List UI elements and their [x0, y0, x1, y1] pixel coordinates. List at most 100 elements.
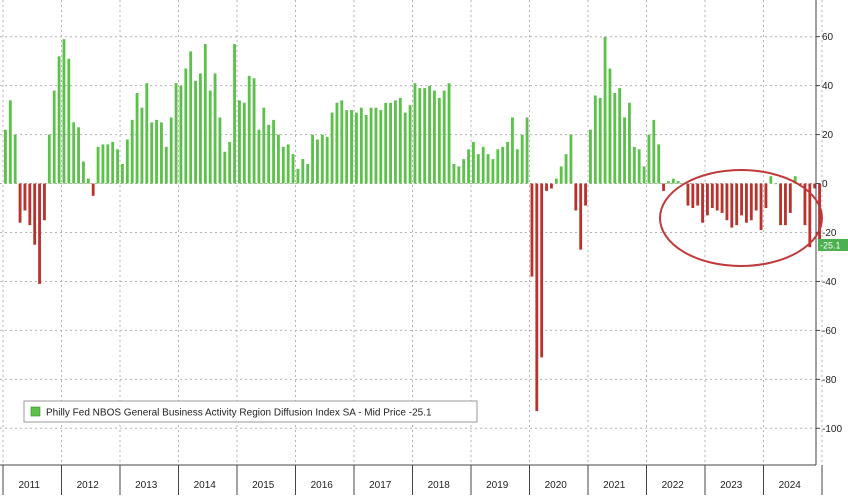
bar-positive	[145, 83, 149, 184]
bar-positive	[447, 83, 451, 184]
bar-negative	[701, 183, 704, 223]
bar-positive	[272, 119, 275, 184]
bar-positive	[277, 134, 280, 184]
bar-positive	[389, 102, 392, 184]
bar-positive	[291, 154, 295, 184]
bar-negative	[745, 183, 748, 223]
bar-positive	[77, 127, 80, 184]
x-tick-label: 2023	[720, 480, 743, 491]
bar-positive	[613, 93, 617, 184]
bar-negative	[788, 183, 792, 213]
bar-positive	[476, 154, 480, 184]
bar-positive	[13, 134, 17, 184]
bar-positive	[652, 119, 656, 184]
bar-negative	[574, 183, 578, 211]
bar-negative	[662, 183, 665, 191]
bar-positive	[174, 83, 178, 184]
bar-positive	[408, 105, 412, 184]
bar-positive	[374, 107, 378, 184]
bar-negative	[686, 183, 690, 206]
bar-positive	[472, 141, 475, 184]
bar-positive	[8, 100, 12, 184]
legend: Philly Fed NBOS General Business Activit…	[23, 400, 478, 423]
bar-positive	[116, 149, 119, 184]
bar-negative	[28, 183, 32, 226]
bar-positive	[262, 107, 266, 184]
y-tick-label: -20	[822, 228, 837, 239]
bar-positive	[618, 88, 622, 184]
bar-positive	[47, 134, 51, 184]
bar-positive	[394, 100, 397, 184]
bar-positive	[676, 181, 680, 184]
bar-positive	[359, 107, 363, 184]
bar-negative	[803, 183, 807, 226]
bar-positive	[140, 107, 144, 184]
x-tick-label: 2020	[545, 480, 568, 491]
bar-positive	[442, 90, 446, 184]
y-tick-label: -80	[822, 375, 837, 386]
bar-positive	[325, 137, 329, 184]
bar-positive	[72, 122, 76, 184]
bar-positive	[413, 83, 417, 184]
bar-positive	[316, 139, 319, 184]
bar-negative	[813, 183, 817, 189]
bar-positive	[194, 80, 197, 184]
last-value-label: -25.1	[820, 240, 841, 250]
bar-negative	[749, 183, 753, 221]
bar-negative	[779, 183, 782, 226]
bar-positive	[423, 88, 427, 184]
y-tick-label: 0	[822, 179, 828, 190]
y-tick-label: -100	[822, 424, 842, 435]
bar-positive	[486, 154, 490, 184]
bar-positive	[506, 141, 509, 184]
bar-positive	[467, 149, 470, 184]
bar-positive	[189, 51, 193, 184]
bar-negative	[530, 183, 534, 277]
bar-positive	[345, 110, 349, 184]
bar-positive	[642, 166, 646, 184]
bar-negative	[38, 183, 41, 284]
bar-positive	[150, 122, 154, 184]
bar-positive	[511, 117, 514, 184]
bar-negative	[808, 183, 812, 248]
bar-positive	[247, 75, 251, 184]
bar-negative	[720, 183, 724, 213]
bar-positive	[121, 163, 124, 184]
bar-positive	[96, 146, 100, 184]
bar-positive	[418, 88, 422, 184]
bar-positive	[437, 97, 441, 184]
bar-positive	[628, 102, 631, 184]
bar-positive	[350, 110, 353, 184]
bar-positive	[330, 112, 334, 184]
x-tick-label: 2022	[662, 480, 685, 491]
bar-negative	[754, 183, 758, 211]
bar-negative	[818, 183, 821, 245]
x-tick-label: 2016	[311, 480, 334, 491]
bar-positive	[223, 151, 227, 184]
bar-positive	[428, 85, 431, 184]
bar-negative	[715, 183, 719, 211]
bar-positive	[267, 124, 271, 184]
bar-negative	[730, 183, 734, 228]
bar-positive	[623, 117, 626, 184]
x-tick-label: 2013	[135, 480, 158, 491]
bar-positive	[637, 149, 641, 184]
bar-positive	[481, 146, 485, 184]
bar-positive	[4, 129, 7, 184]
bar-positive	[164, 146, 168, 184]
bar-positive	[608, 68, 612, 184]
y-tick-label: 40	[822, 81, 834, 92]
bar-positive	[384, 102, 388, 184]
bar-positive	[203, 44, 207, 184]
bar-positive	[306, 163, 310, 184]
bar-positive	[155, 119, 158, 184]
bar-positive	[184, 68, 188, 184]
bar-negative	[545, 183, 548, 191]
highlight-ellipse	[659, 169, 823, 267]
bar-positive	[111, 141, 115, 184]
bar-positive	[218, 117, 222, 184]
bar-positive	[52, 90, 56, 184]
bar-negative	[91, 183, 95, 196]
bar-negative	[784, 183, 787, 226]
bar-positive	[515, 149, 519, 184]
